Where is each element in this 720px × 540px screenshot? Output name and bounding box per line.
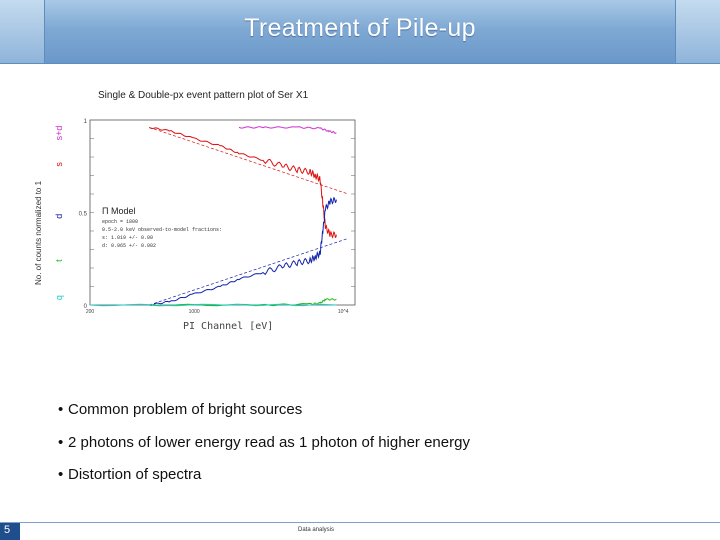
plot-background xyxy=(50,110,360,315)
plot-caption: Single & Double-px event pattern plot of… xyxy=(98,90,309,101)
legend-line: 0.5-2.0 keV observed-to-model fractions: xyxy=(102,227,222,233)
bullet-dot: • xyxy=(58,433,64,451)
pattern-label: s xyxy=(54,162,64,167)
bullet-dot: • xyxy=(58,401,64,418)
footer-text: Data analysis xyxy=(298,527,335,533)
bullet-item: • Common problem of bright sources xyxy=(58,398,470,431)
legend-line: d: 0.965 +/- 0.002 xyxy=(102,243,156,249)
legend: Π Model epoch = 1800 0.5-2.0 keV observed-… xyxy=(102,206,222,249)
series-line-sd xyxy=(238,126,337,135)
x-tick-label: 1000 xyxy=(189,309,200,315)
x-axis-label: PI Channel [eV] xyxy=(183,321,274,332)
page-number: 5 xyxy=(4,524,11,536)
y-axis-label: No. of counts normalized to 1 xyxy=(34,180,43,285)
pattern-label: t xyxy=(54,259,64,262)
series-line-d xyxy=(149,196,337,306)
y-tick-label: 0.5 xyxy=(79,212,88,218)
page-number-box xyxy=(0,523,20,540)
legend-title: Π Model xyxy=(102,206,136,216)
title-bar-left-edge xyxy=(0,0,45,63)
pattern-label: s+d xyxy=(54,126,64,141)
legend-line: s: 1.019 +/- 0.00 xyxy=(102,235,153,241)
title-bar xyxy=(0,0,720,64)
bullet-item: • Distortion of spectra xyxy=(58,463,470,496)
bullet-list: • Common problem of bright sources • 2 pho… xyxy=(58,398,470,496)
pattern-labels: s+d s d t q xyxy=(54,126,64,301)
title-bar-right-edge xyxy=(675,0,720,63)
bullet-item: • 2 photons of lower energy read as 1 pho… xyxy=(58,431,470,464)
x-tick-label: 10^4 xyxy=(338,309,349,315)
pattern-label: q xyxy=(54,295,64,300)
series-line-q xyxy=(89,303,337,307)
bullet-dot: • xyxy=(58,466,64,483)
footer-line xyxy=(0,522,720,523)
pattern-label: d xyxy=(54,214,64,219)
legend-line: epoch = 1800 xyxy=(102,219,138,225)
pattern-plot: s+d s d t q 1 0.5 0 200 1000 10^4 Π Model epoch = … xyxy=(50,110,360,315)
slide-title: Treatment of Pile-up xyxy=(244,14,476,42)
y-tick-label: 1 xyxy=(84,119,88,125)
series-group xyxy=(89,126,349,307)
y-tick-label: 0 xyxy=(84,304,88,310)
x-tick-label: 200 xyxy=(86,309,95,315)
